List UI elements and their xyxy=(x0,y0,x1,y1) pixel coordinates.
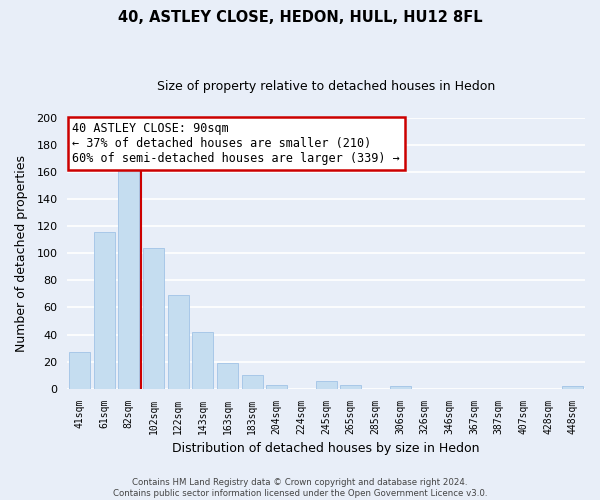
Bar xyxy=(193,332,213,388)
Bar xyxy=(94,232,115,388)
Bar xyxy=(242,375,263,388)
Text: 40 ASTLEY CLOSE: 90sqm
← 37% of detached houses are smaller (210)
60% of semi-de: 40 ASTLEY CLOSE: 90sqm ← 37% of detached… xyxy=(73,122,400,165)
Bar xyxy=(143,248,164,388)
Bar xyxy=(69,352,90,389)
X-axis label: Distribution of detached houses by size in Hedon: Distribution of detached houses by size … xyxy=(172,442,480,455)
Bar xyxy=(266,384,287,388)
Bar xyxy=(562,386,583,388)
Text: 40, ASTLEY CLOSE, HEDON, HULL, HU12 8FL: 40, ASTLEY CLOSE, HEDON, HULL, HU12 8FL xyxy=(118,10,482,25)
Text: Contains HM Land Registry data © Crown copyright and database right 2024.
Contai: Contains HM Land Registry data © Crown c… xyxy=(113,478,487,498)
Bar xyxy=(340,384,361,388)
Y-axis label: Number of detached properties: Number of detached properties xyxy=(15,154,28,352)
Title: Size of property relative to detached houses in Hedon: Size of property relative to detached ho… xyxy=(157,80,495,93)
Bar xyxy=(316,380,337,388)
Bar xyxy=(167,295,188,388)
Bar xyxy=(217,363,238,388)
Bar xyxy=(118,166,139,388)
Bar xyxy=(389,386,410,388)
